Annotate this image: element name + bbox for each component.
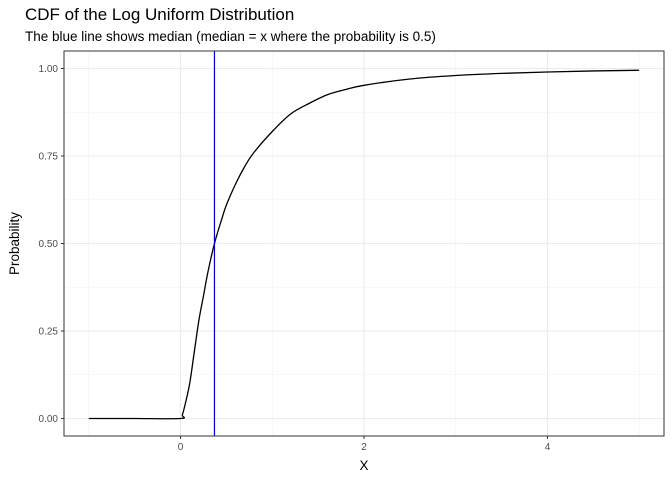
cdf-line [88,69,640,420]
series-layer [88,69,640,420]
x-tick-label: 2 [361,442,367,453]
x-axis-ticks: 0 2 4 [178,436,551,453]
y-tick-label: 0.75 [39,152,59,163]
y-tick-label: 1.00 [39,64,59,75]
y-axis-ticks: 0.00 0.25 0.50 0.75 1.00 [39,64,64,425]
chart-subtitle: The blue line shows median (median = x w… [25,29,436,44]
x-axis-label: X [359,458,368,473]
x-tick-label: 4 [545,442,551,453]
y-axis-label: Probability [7,212,22,275]
y-tick-label: 0.00 [39,414,59,425]
chart-title: CDF of the Log Uniform Distribution [25,5,295,24]
y-tick-label: 0.50 [39,239,59,250]
x-tick-label: 0 [178,442,184,453]
y-tick-label: 0.25 [39,327,59,338]
